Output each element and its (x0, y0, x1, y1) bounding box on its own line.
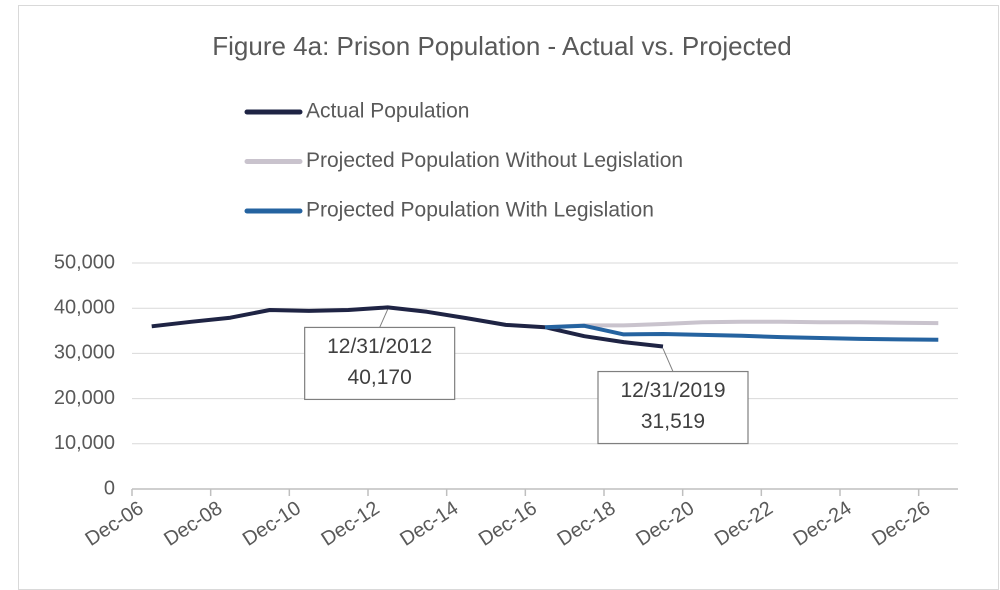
x-tick-label: Dec-22 (711, 497, 777, 551)
y-tick-label: 50,000 (54, 251, 115, 273)
y-tick-label: 10,000 (54, 432, 115, 454)
chart-title: Figure 4a: Prison Population - Actual vs… (212, 31, 792, 61)
y-tick-label: 30,000 (54, 342, 115, 364)
legend-label: Actual Population (306, 100, 469, 123)
x-tick-label: Dec-08 (160, 497, 226, 551)
x-tick-label: Dec-06 (82, 497, 148, 551)
x-tick-label: Dec-14 (396, 497, 462, 551)
callout-box (597, 370, 749, 445)
x-tick-label: Dec-10 (239, 497, 305, 551)
x-tick-label: Dec-18 (554, 497, 620, 551)
x-tick-label: Dec-16 (475, 497, 541, 551)
legend-label: Projected Population With Legislation (306, 199, 654, 222)
callout-leader (662, 348, 674, 372)
callout-leader (379, 309, 389, 328)
x-tick-label: Dec-20 (632, 497, 698, 551)
y-tick-label: 0 (104, 477, 115, 499)
y-tick-label: 40,000 (54, 296, 115, 318)
series-line (544, 323, 939, 342)
x-tick-label: Dec-24 (790, 497, 856, 551)
callout-date: 12/31/2019 (620, 379, 725, 402)
series-line (151, 305, 664, 349)
callout-value: 40,170 (348, 366, 412, 389)
legend-label: Projected Population Without Legislation (306, 149, 683, 172)
callout-date: 12/31/2012 (327, 335, 432, 358)
chart-frame (18, 5, 999, 590)
x-tick-label: Dec-26 (868, 497, 934, 551)
series-line (544, 319, 939, 330)
y-tick-label: 20,000 (54, 387, 115, 409)
callout-box (304, 326, 456, 401)
callout-value: 31,519 (641, 410, 705, 433)
x-tick-label: Dec-12 (318, 497, 384, 551)
